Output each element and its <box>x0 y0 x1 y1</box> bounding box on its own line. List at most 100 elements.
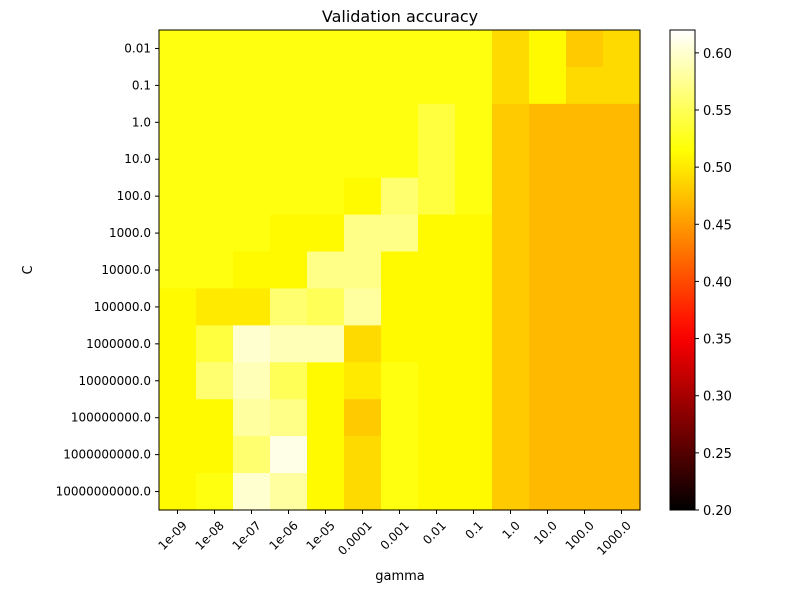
colorbar-tick-label: 0.40 <box>703 275 732 290</box>
heatmap-cell <box>418 177 456 216</box>
y-tick-label: 10.0 <box>124 152 151 166</box>
y-tick-label: 100000.0 <box>94 300 151 314</box>
heatmap-cell <box>418 30 456 68</box>
heatmap-cell <box>418 214 456 253</box>
heatmap-cell <box>492 436 530 474</box>
x-tick-label: 1e-07 <box>229 518 263 552</box>
heatmap-cell <box>196 362 234 400</box>
heatmap-cell <box>603 399 641 437</box>
heatmap-cell <box>270 325 308 363</box>
y-axis-label: C <box>21 265 36 274</box>
heatmap-cell <box>233 473 271 511</box>
y-tick-label: 100.0 <box>117 189 151 203</box>
heatmap-cell <box>159 325 197 363</box>
heatmap-cell <box>233 362 271 400</box>
heatmap-cell <box>455 325 493 363</box>
heatmap-cell <box>492 473 530 511</box>
y-tick-label: 0.01 <box>124 41 151 55</box>
heatmap-cell <box>307 362 345 400</box>
heatmap-cell <box>233 251 271 290</box>
x-axis-label: gamma <box>375 569 425 584</box>
heatmap-cell <box>455 214 493 253</box>
x-tick-label: 0.1 <box>462 518 485 541</box>
heatmap-cell <box>529 214 567 253</box>
heatmap-cell <box>196 177 234 216</box>
heatmap-cell <box>492 325 530 363</box>
heatmap-cell <box>233 214 271 253</box>
y-tick-label: 10000000.0 <box>78 374 151 388</box>
heatmap-cell <box>455 399 493 437</box>
heatmap-cell <box>529 177 567 216</box>
heatmap-cell <box>603 436 641 474</box>
heatmap-cell <box>307 177 345 216</box>
heatmap-cell <box>381 103 419 142</box>
heatmap-cell <box>307 251 345 290</box>
heatmap-cell <box>381 30 419 68</box>
y-axis: 0.01 0.1 1.0 10.0 100.0 1000.0 10000.0 100000.0… <box>56 41 159 499</box>
heatmap-cell <box>603 325 641 363</box>
heatmap-cell <box>529 399 567 437</box>
colorbar-tick-label: 0.60 <box>703 47 732 62</box>
x-tick-label: 1.0 <box>499 518 522 541</box>
heatmap-cell <box>196 251 234 290</box>
heatmap-cell <box>344 399 382 437</box>
heatmap-cell <box>159 214 197 253</box>
heatmap-cell <box>270 362 308 400</box>
heatmap-cell <box>566 399 604 437</box>
heatmap-cell <box>529 436 567 474</box>
heatmap-cell <box>455 30 493 68</box>
heatmap-cell <box>492 288 530 326</box>
heatmap-cell <box>529 251 567 290</box>
heatmap-cell <box>455 473 493 511</box>
heatmap-cell <box>529 30 567 68</box>
x-axis: 1e-09 1e-08 1e-07 1e-06 1e-050.0001 0.001 0.01… <box>155 510 634 558</box>
heatmap-cell <box>307 436 345 474</box>
heatmap-cell <box>492 30 530 68</box>
heatmap-cell <box>381 251 419 290</box>
heatmap-cell <box>159 362 197 400</box>
heatmap-cell <box>233 103 271 142</box>
heatmap-cell <box>159 436 197 474</box>
colorbar <box>669 29 696 511</box>
heatmap-cell <box>455 177 493 216</box>
heatmap-cell <box>455 103 493 142</box>
y-tick-label: 1000.0 <box>109 226 151 240</box>
heatmap-cell <box>418 436 456 474</box>
heatmap-cell <box>344 103 382 142</box>
heatmap-cell <box>529 103 567 142</box>
x-tick-label: 1e-05 <box>303 518 337 552</box>
heatmap-cell <box>270 103 308 142</box>
heatmap-cell <box>270 399 308 437</box>
x-tick-label: 100.0 <box>563 518 597 552</box>
heatmap-cell <box>418 399 456 437</box>
heatmap-cell <box>307 140 345 179</box>
x-tick-label: 0.001 <box>378 518 412 552</box>
heatmap-cell <box>307 473 345 511</box>
heatmap-cell <box>270 288 308 326</box>
heatmap-cell <box>270 473 308 511</box>
x-tick-label: 1e-08 <box>192 518 226 552</box>
heatmap-cell <box>159 251 197 290</box>
heatmap-cell <box>344 473 382 511</box>
heatmap-cell <box>603 30 641 68</box>
heatmap-cell <box>196 103 234 142</box>
heatmap-cell <box>492 214 530 253</box>
heatmap-cell <box>455 288 493 326</box>
heatmap-cell <box>492 362 530 400</box>
heatmap-cell <box>307 30 345 68</box>
heatmap-cell <box>566 362 604 400</box>
heatmap-cell <box>455 140 493 179</box>
heatmap-cell <box>455 436 493 474</box>
heatmap-cells <box>159 30 641 511</box>
heatmap-cell <box>603 473 641 511</box>
heatmap-cell <box>566 140 604 179</box>
y-tick-label: 100000000.0 <box>71 411 151 425</box>
heatmap-cell <box>418 140 456 179</box>
heatmap-cell <box>344 288 382 326</box>
heatmap-cell <box>233 66 271 105</box>
heatmap-cell <box>566 177 604 216</box>
heatmap-cell <box>307 66 345 105</box>
heatmap-cell <box>566 288 604 326</box>
heatmap-cell <box>492 399 530 437</box>
